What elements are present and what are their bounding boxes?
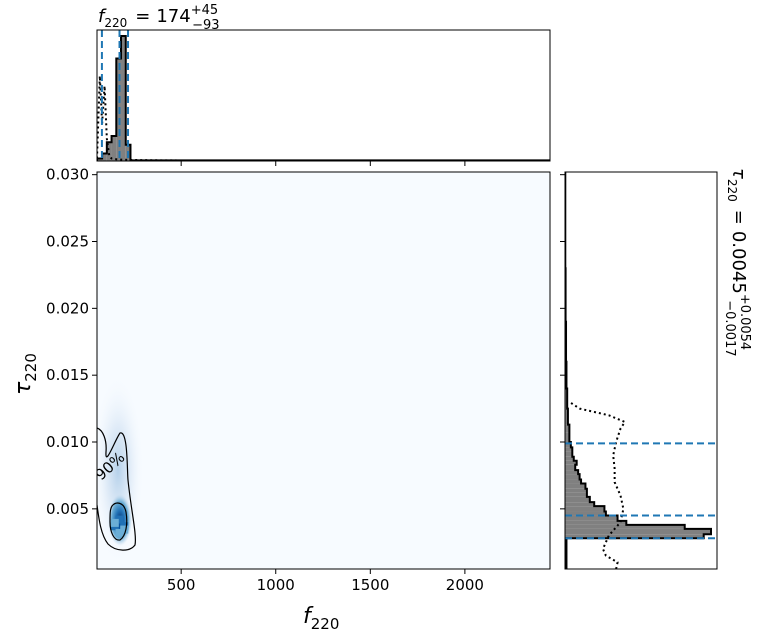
tau-hist-bar [565, 534, 704, 539]
tau-hist-bar [565, 492, 587, 497]
x-tick-label: 500 [167, 576, 196, 594]
tau-marginal-content [565, 172, 717, 569]
y-tick-label: 0.015 [46, 366, 89, 384]
f-marginal-panel: f220 = 174+45 −93 [96, 3, 551, 166]
f-hist-bar [106, 142, 112, 161]
tau-hist-bar [565, 424, 570, 433]
heatmap-background [97, 172, 550, 569]
tau-hist-bar [565, 520, 627, 525]
tau-hist-outline [565, 172, 712, 569]
tau-hist-bar [565, 447, 573, 452]
tau-hist-bar [565, 442, 571, 448]
tau-prior-dotted [568, 401, 627, 569]
heatmap-cells [110, 515, 129, 537]
y-tick-label: 0.005 [46, 500, 89, 518]
heatmap-cell [110, 518, 119, 527]
f-hist-bar [121, 36, 126, 161]
f-marginal-frame [96, 29, 551, 162]
f-marginal-title: f220 = 174+45 −93 [98, 3, 220, 33]
tau-hist-bar [565, 488, 587, 493]
x-axis-label: f220 [303, 604, 339, 633]
tau-marginal-title: τ220=0.0045+0.0054−0.0017 [722, 168, 752, 357]
tau-hist-bar [565, 524, 685, 529]
tau-hist-bar [565, 483, 586, 489]
tau-hist-bar [565, 460, 577, 465]
svg-text:τ220=0.0045+0.0054−0.0017: τ220=0.0045+0.0054−0.0017 [722, 168, 752, 357]
tau-hist-bar [565, 496, 590, 503]
joint-density-frame [96, 171, 551, 570]
tau-marginal-ticks [560, 174, 565, 510]
tau-hist-bar [565, 506, 605, 512]
f-prior-dotted [97, 75, 550, 161]
y-tick-label: 0.030 [46, 166, 89, 184]
heatmap-cell [115, 528, 124, 537]
y-tick-label: 0.020 [46, 299, 89, 317]
f-marginal-ticks [180, 161, 466, 166]
tau-hist-bar [565, 470, 579, 475]
tau-hist-bar [565, 451, 573, 457]
f-hist-bar [97, 158, 103, 161]
x-tick-label: 1500 [351, 576, 389, 594]
contour-inner [109, 502, 128, 541]
tau-marginal-panel: τ220=0.0045+0.0054−0.0017 [560, 168, 752, 570]
contour-90 [97, 427, 136, 551]
tau-hist-bar [565, 388, 568, 409]
tau-marginal-frame [564, 171, 718, 570]
tau-hist-bar [565, 515, 618, 521]
x-tick-label: 1000 [257, 576, 295, 594]
tau-hist-bar [565, 502, 595, 507]
svg-text:τ220: τ220 [11, 353, 40, 395]
x-tick-label: 2000 [446, 576, 484, 594]
y-axis-ticks: 0.005 0.010 0.015 0.020 0.025 0.030 [46, 166, 97, 518]
heatmap-cell [115, 515, 124, 524]
tau-hist-bar [565, 456, 574, 461]
f-hist-bar [111, 136, 117, 161]
tau-hist-bar [565, 511, 606, 516]
y-axis-label: τ220 [11, 353, 40, 395]
joint-density-content: 90% [97, 172, 550, 569]
tau-hist-bar [565, 479, 582, 484]
tau-hist-bar [565, 464, 576, 471]
tau-hist-bar [565, 528, 711, 535]
f-hist-outline [97, 35, 550, 161]
heatmap-cell [120, 525, 129, 534]
tau-hist-bar [565, 432, 570, 439]
tau-hist-bar [565, 408, 568, 425]
y-tick-label: 0.010 [46, 433, 89, 451]
tau-hist-bar [565, 438, 570, 443]
tau-hist-bar [565, 474, 580, 480]
joint-density-panel: 90% 500 1000 1500 2000 0.005 0.010 0.015 0.020… [11, 166, 551, 633]
f-marginal-content [97, 30, 550, 161]
x-axis-ticks: 500 1000 1500 2000 [167, 569, 484, 594]
y-tick-label: 0.025 [46, 233, 89, 251]
f-hist-bar [102, 153, 107, 161]
